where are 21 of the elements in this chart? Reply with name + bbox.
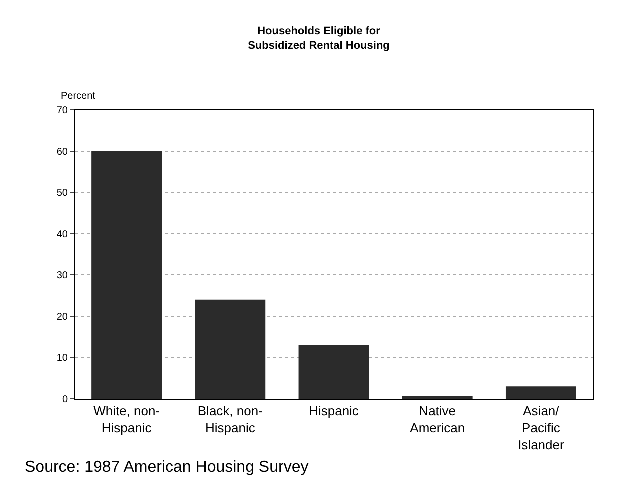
y-tick-label: 60	[56, 146, 68, 158]
y-tick-label: 40	[56, 229, 68, 240]
y-tick-label: 10	[56, 353, 68, 364]
x-tick-label: Hispanic	[309, 404, 360, 419]
y-tick-label: 0	[62, 394, 68, 406]
x-tick-label: Black, non- Hispanic	[198, 404, 263, 436]
source-note: Source: 1987 American Housing Survey	[25, 459, 309, 476]
x-tick-label: White, non- Hispanic	[94, 404, 160, 436]
y-tick-label: 70	[56, 106, 68, 116]
y-tick-label: 50	[56, 188, 68, 200]
y-axis-title: Percent	[61, 91, 96, 102]
bar	[195, 300, 266, 399]
x-tick-label: Asian/ Pacific Islander	[518, 404, 565, 452]
y-tick-label: 20	[56, 312, 68, 323]
bar	[402, 396, 473, 399]
x-tick-label: Native American	[410, 404, 466, 436]
chart-title: Households Eligible for Subsidized Rental Housing	[248, 26, 390, 52]
bar	[298, 345, 370, 399]
bar	[92, 151, 162, 399]
y-tick-label: 30	[56, 270, 68, 282]
bar	[506, 386, 576, 399]
